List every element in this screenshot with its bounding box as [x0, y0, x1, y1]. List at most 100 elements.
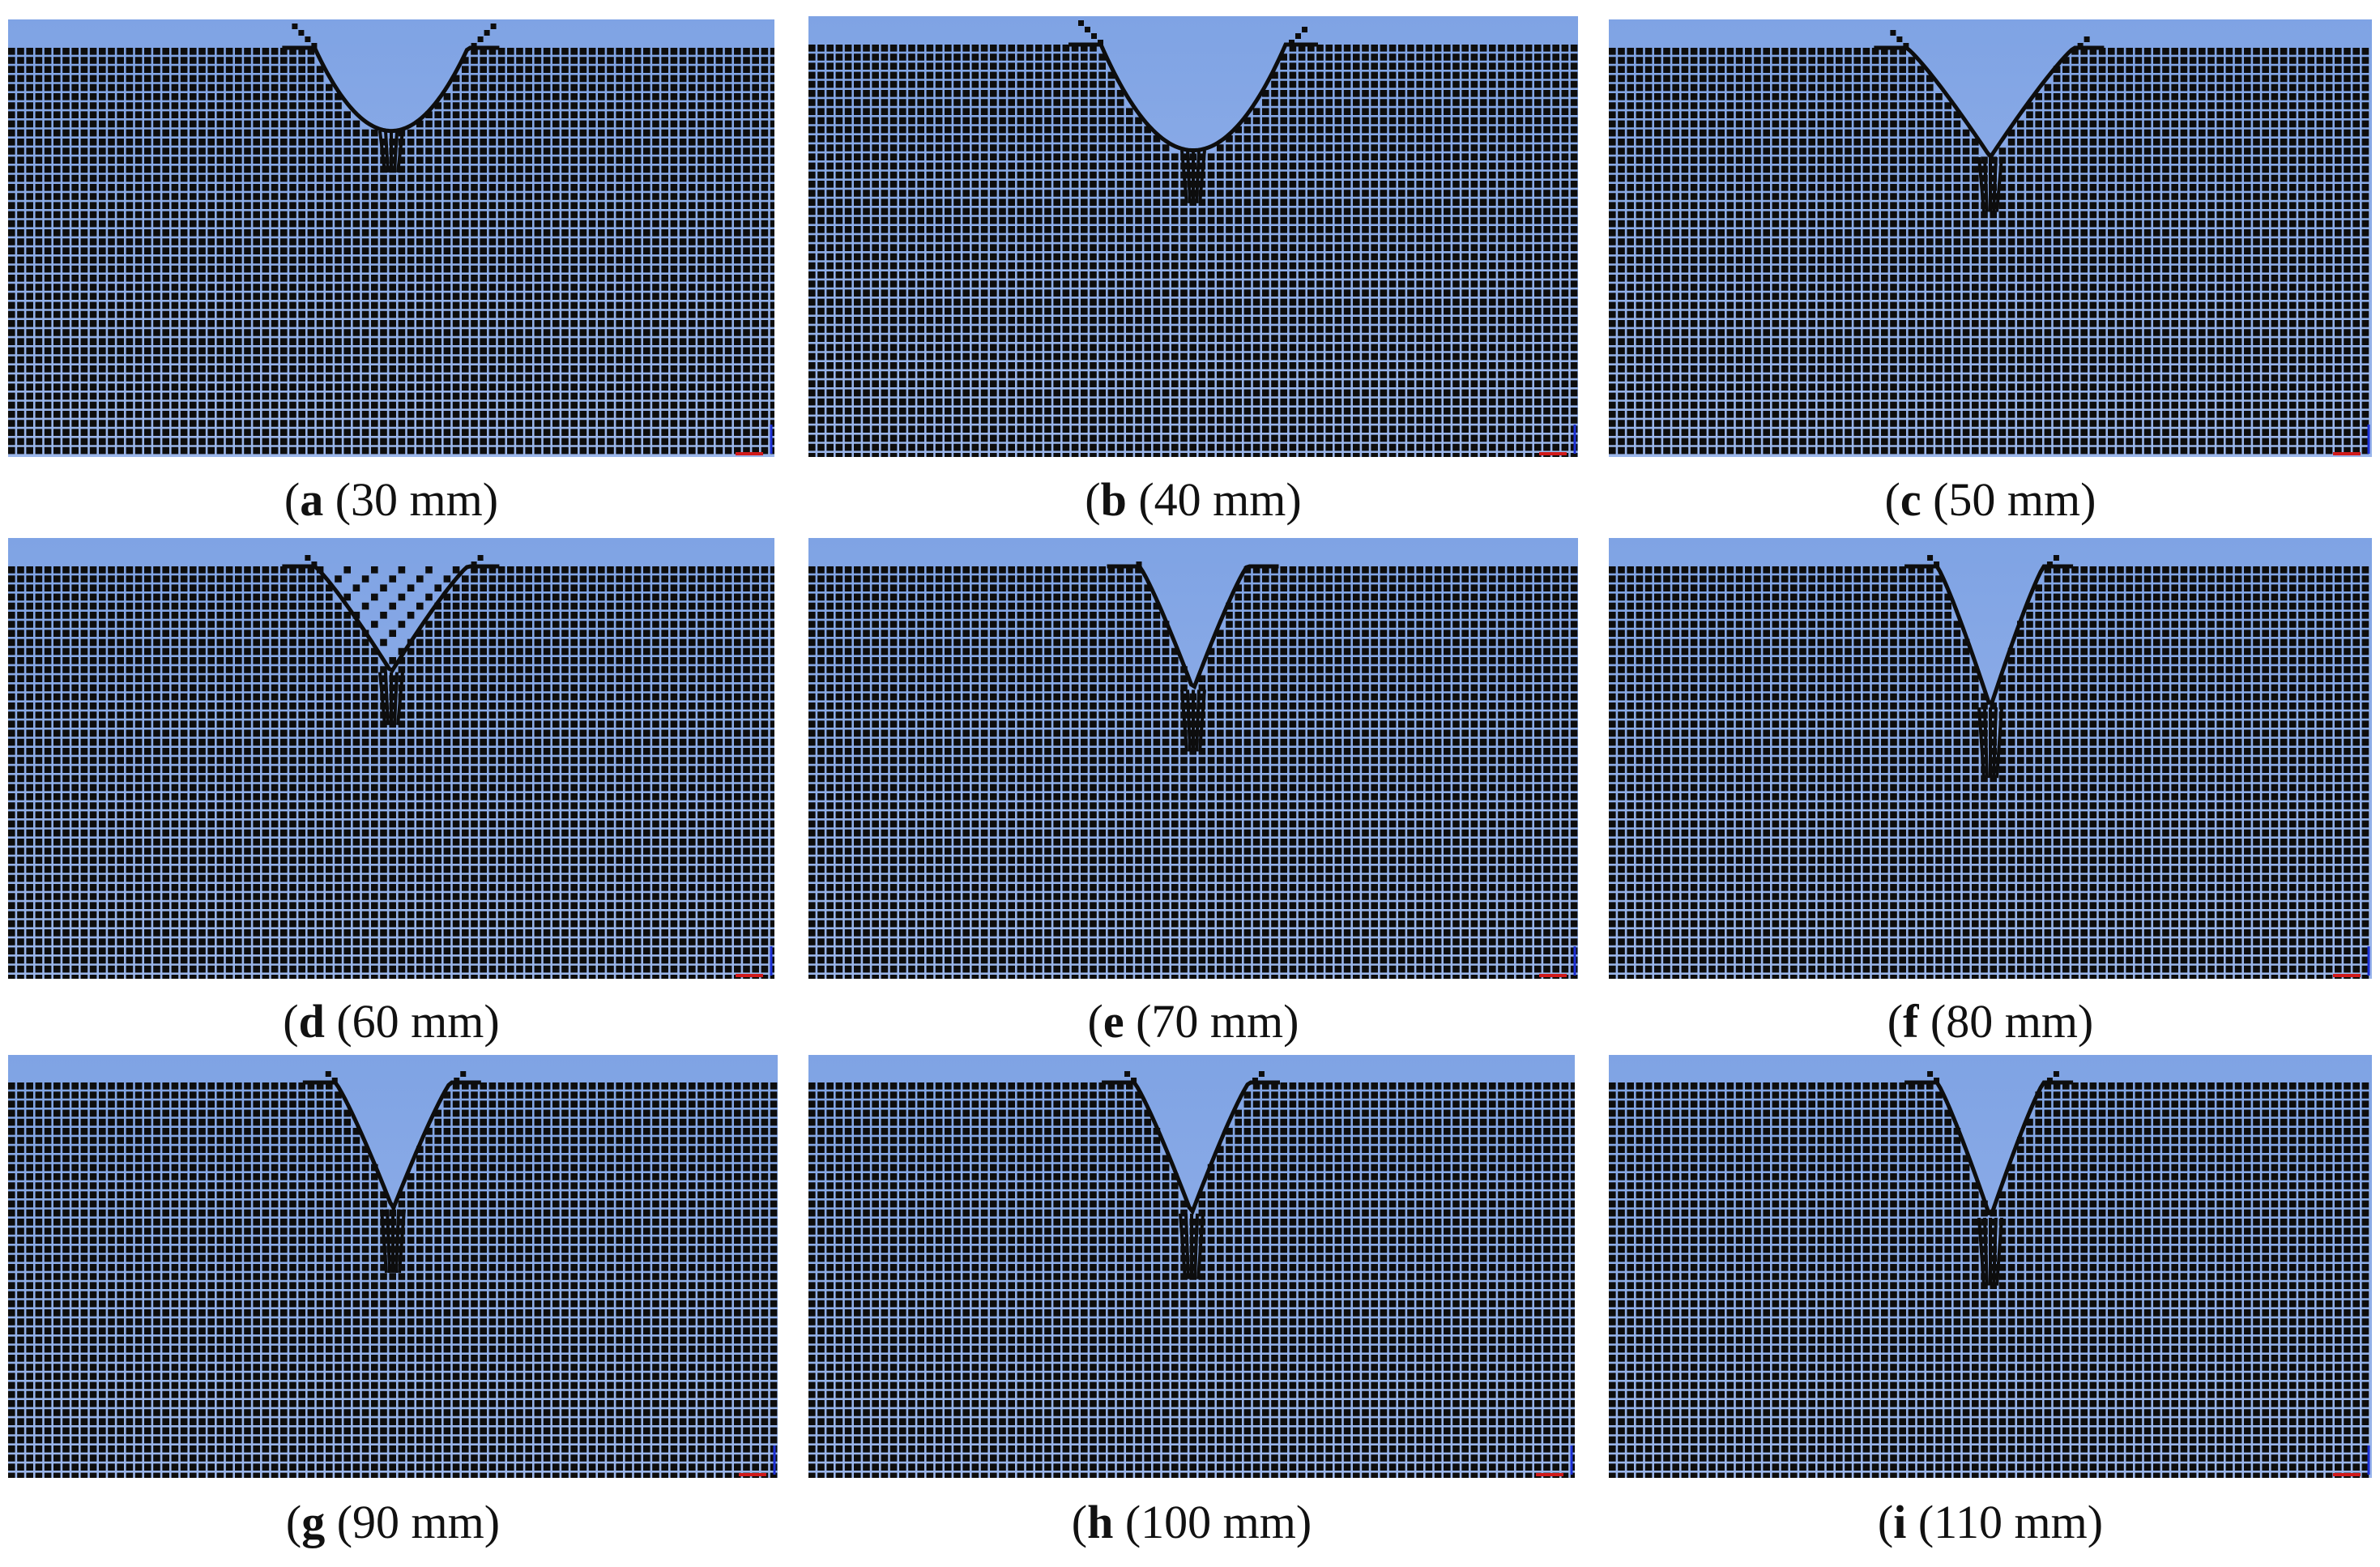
ejecta-particle	[2053, 555, 2059, 561]
ejecta-particles	[1927, 1071, 2059, 1083]
compaction-streak	[384, 130, 390, 173]
compaction-streak	[1995, 156, 2003, 212]
caption-letter-h: h	[1087, 1496, 1114, 1548]
ejecta-particle	[460, 1071, 467, 1077]
ejecta-particle	[1252, 1078, 1258, 1083]
caption-letter-b: b	[1100, 473, 1127, 526]
ejecta-particle	[2053, 1071, 2059, 1077]
ejecta-particle	[298, 30, 305, 36]
simulation-image-h	[808, 1055, 1575, 1478]
ejecta-particle	[1085, 27, 1090, 32]
panel-c: (c (50 mm)	[1609, 19, 2372, 526]
caption-label-c: (50 mm)	[1921, 473, 2096, 526]
compaction-streak	[386, 1209, 391, 1273]
particle-mesh	[8, 566, 774, 979]
ejecta-particles	[325, 1071, 467, 1083]
ejecta-particle	[1295, 33, 1301, 39]
particle-mesh	[808, 1082, 1575, 1478]
ejecta-particles	[292, 23, 497, 49]
simulation-image-a	[8, 19, 774, 457]
panel-d: (d (60 mm)	[8, 538, 774, 1048]
panel-f: (f (80 mm)	[1609, 538, 2372, 1048]
compaction-streak	[393, 672, 399, 725]
ejecta-particle	[1078, 20, 1084, 26]
ejecta-particle	[331, 1078, 338, 1083]
particle-mesh	[808, 566, 1578, 979]
ejecta-particles	[1136, 561, 1142, 567]
caption-label-g: (90 mm)	[325, 1496, 501, 1548]
compaction-streak	[1195, 150, 1201, 203]
caption-label-d: (60 mm)	[324, 995, 500, 1048]
compaction-streak	[1992, 1217, 1998, 1286]
panel-i: (i (110 mm)	[1609, 1055, 2372, 1561]
ejecta-particle	[490, 23, 497, 29]
caption-d: (d (60 mm)	[283, 995, 500, 1048]
caption-letter-e: e	[1103, 995, 1124, 1048]
ejecta-particle	[311, 561, 318, 567]
ejecta-particle	[325, 1071, 331, 1077]
caption-letter-d: d	[298, 995, 325, 1048]
ejecta-particles	[1927, 555, 2059, 567]
caption-letter-g: g	[301, 1496, 326, 1548]
particle-grid	[808, 45, 1578, 457]
compaction-streak	[395, 1209, 400, 1273]
compaction-streak	[1983, 1217, 1989, 1286]
ejecta-particle	[305, 555, 311, 561]
ejecta-particle	[454, 1078, 460, 1083]
panel-e: (e (70 mm)	[808, 538, 1578, 1048]
ejecta-particles	[1124, 1071, 1265, 1083]
ejecta-particles	[305, 555, 484, 567]
particle-grid	[1609, 1082, 2369, 1478]
crater-outline	[282, 45, 500, 134]
particle-mesh	[8, 1082, 778, 1478]
ejecta-particle	[1289, 40, 1294, 45]
ejecta-particle	[2077, 43, 2084, 49]
caption-b: (b (40 mm)	[1085, 473, 1302, 526]
compaction-streak	[1179, 1213, 1187, 1279]
caption-g: (g (90 mm)	[285, 1496, 501, 1548]
particle-grid	[1609, 566, 2369, 979]
ejecta-particle	[1903, 43, 1909, 49]
caption-a: (a (30 mm)	[284, 473, 499, 526]
ejecta-particle	[1098, 40, 1103, 45]
compaction-streak	[396, 130, 404, 173]
ejecta-particle	[1934, 1078, 1940, 1083]
ejecta-particle	[1131, 1078, 1137, 1083]
simulation-image-b	[808, 16, 1578, 457]
compaction-streak	[1983, 707, 1989, 779]
particle-grid	[808, 1082, 1575, 1478]
caption-c: (c (50 mm)	[1884, 473, 2096, 526]
particle-mesh	[808, 45, 1578, 457]
compaction-streak	[1186, 690, 1192, 752]
ejecta-particle	[1302, 27, 1307, 32]
panel-h: (h (100 mm)	[808, 1055, 1575, 1561]
simulation-image-f	[1609, 538, 2372, 979]
simulation-image-i	[1609, 1055, 2372, 1478]
ejecta-particle	[1934, 561, 1940, 567]
particle-mesh	[1609, 1082, 2369, 1478]
caption-label-b: (40 mm)	[1126, 473, 1302, 526]
caption-letter-i: i	[1893, 1496, 1907, 1548]
simulation-image-d	[8, 538, 774, 979]
ejecta-particle	[1890, 30, 1896, 36]
crater-outline	[282, 564, 500, 673]
compaction-streak	[1180, 690, 1188, 752]
compaction-streak	[1992, 156, 1998, 212]
compaction-streak	[1992, 707, 1998, 779]
particle-grid	[8, 48, 774, 455]
caption-letter-a: a	[300, 473, 324, 526]
compaction-streak	[396, 672, 404, 726]
panel-g: (g (90 mm)	[8, 1055, 778, 1561]
ejecta-particle	[477, 36, 484, 42]
compaction-streak	[1977, 156, 1985, 212]
ejecta-particle	[292, 23, 298, 29]
particle-grid	[8, 566, 774, 979]
ejecta-particle	[1927, 1071, 1934, 1077]
compaction-streak	[1184, 1213, 1190, 1279]
ejecta-particle	[1927, 555, 1934, 561]
compaction-streak	[1195, 690, 1201, 752]
compaction-streak	[1995, 1217, 2003, 1286]
ejecta-particles	[1890, 30, 2090, 49]
crater-outline	[1904, 1080, 2074, 1216]
ejecta-particle	[471, 43, 477, 49]
